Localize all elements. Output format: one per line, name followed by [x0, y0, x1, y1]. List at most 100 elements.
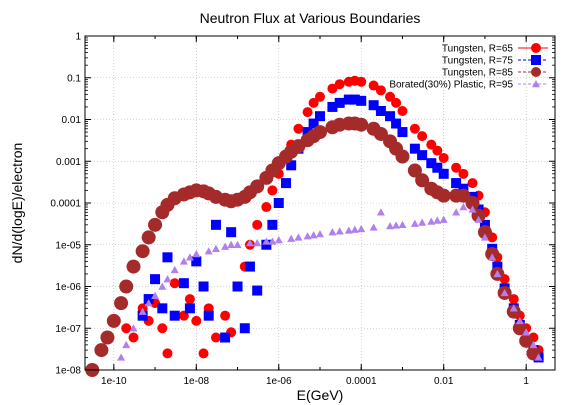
- data-point: [221, 242, 230, 250]
- data-point: [500, 288, 509, 297]
- y-tick-label: 0.1: [67, 73, 81, 84]
- legend-marker: [532, 80, 540, 88]
- data-point: [135, 244, 150, 259]
- data-point: [386, 222, 395, 230]
- data-point: [191, 256, 202, 267]
- data-point: [293, 123, 304, 134]
- data-point: [506, 304, 521, 319]
- x-tick-label: 0.01: [434, 376, 454, 387]
- y-tick-label: 0.01: [62, 115, 82, 126]
- data-point: [157, 303, 168, 314]
- data-point: [227, 240, 236, 248]
- data-point: [119, 279, 134, 294]
- data-point: [391, 118, 402, 129]
- data-point: [427, 217, 436, 225]
- data-point: [508, 294, 519, 305]
- data-point: [94, 343, 109, 358]
- data-point: [211, 244, 220, 252]
- data-point: [128, 332, 139, 343]
- data-point: [350, 225, 359, 233]
- data-point: [375, 85, 386, 96]
- data-point: [158, 282, 167, 290]
- data-point: [397, 105, 408, 116]
- data-point: [522, 328, 531, 336]
- data-point: [395, 149, 410, 164]
- data-point: [385, 111, 396, 122]
- data-point: [162, 348, 173, 359]
- data-point: [169, 310, 180, 321]
- data-point: [452, 208, 461, 216]
- data-point: [308, 118, 319, 129]
- data-point: [515, 316, 524, 325]
- data-point: [100, 330, 115, 345]
- data-point: [343, 94, 354, 105]
- data-point: [418, 218, 427, 226]
- series-layer: [85, 75, 544, 377]
- data-point: [198, 348, 209, 359]
- data-point: [451, 178, 462, 189]
- data-point: [121, 323, 132, 334]
- data-point: [137, 310, 148, 321]
- data-point: [356, 95, 367, 106]
- data-point: [376, 208, 385, 216]
- data-point: [397, 127, 408, 138]
- data-point: [184, 303, 195, 314]
- data-point: [252, 285, 263, 296]
- data-point: [184, 294, 195, 305]
- data-point: [126, 259, 141, 274]
- data-point: [409, 123, 420, 134]
- data-point: [315, 91, 325, 102]
- data-point: [179, 257, 188, 265]
- data-point: [157, 323, 168, 334]
- data-point: [327, 101, 338, 112]
- data-point: [210, 219, 221, 230]
- data-point: [313, 125, 327, 140]
- data-point: [357, 224, 366, 233]
- data-point: [477, 225, 492, 240]
- data-point: [220, 332, 231, 343]
- data-point: [252, 219, 263, 230]
- data-point: [465, 196, 480, 210]
- data-point: [138, 307, 147, 315]
- data-point: [316, 230, 324, 238]
- data-point: [474, 215, 483, 223]
- data-point: [267, 185, 278, 196]
- data-point: [286, 160, 297, 171]
- x-tick-label: 1e-08: [184, 376, 210, 387]
- data-point: [122, 340, 131, 349]
- data-point: [529, 340, 538, 349]
- legend-label: Tungsten, R=75: [442, 56, 514, 67]
- legend-marker: [531, 67, 541, 77]
- data-point: [114, 296, 129, 311]
- data-point: [327, 83, 338, 94]
- series-4: [117, 203, 543, 361]
- y-tick-label: 0.001: [56, 157, 81, 168]
- x-tick-label: 0.0001: [346, 376, 377, 387]
- data-point: [117, 353, 126, 361]
- data-point: [391, 97, 402, 108]
- data-point: [493, 269, 502, 278]
- data-point: [354, 117, 369, 132]
- chart-title: Neutron Flux at Various Boundaries: [200, 10, 421, 26]
- data-point: [459, 203, 468, 211]
- data-point: [467, 178, 478, 189]
- axis-ticks: 1e-10 1e-08 1e-06 0.0001 0.01 1 1e-08 1e-07 1e-0…: [50, 32, 555, 387]
- data-point: [451, 162, 462, 173]
- data-point: [309, 231, 318, 239]
- data-point: [519, 333, 534, 348]
- data-point: [308, 97, 319, 108]
- data-point: [415, 173, 430, 188]
- data-point: [480, 233, 489, 241]
- data-point: [261, 239, 272, 250]
- data-point: [169, 278, 180, 289]
- data-point: [458, 168, 469, 179]
- data-point: [407, 163, 422, 178]
- data-point: [232, 281, 243, 292]
- data-point: [303, 232, 312, 240]
- data-point: [432, 162, 443, 173]
- data-point: [210, 332, 221, 343]
- data-point: [244, 261, 255, 272]
- data-point: [150, 274, 161, 285]
